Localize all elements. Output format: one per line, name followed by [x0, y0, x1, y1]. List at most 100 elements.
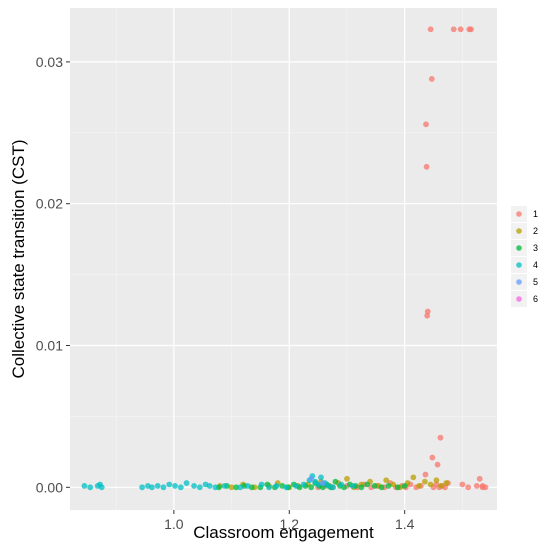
data-point-series-4 — [81, 482, 88, 489]
data-point-series-1 — [450, 26, 457, 33]
data-point-series-1 — [424, 312, 431, 319]
legend-key-1 — [516, 211, 522, 217]
data-point-series-3 — [378, 484, 385, 491]
data-point-series-3 — [358, 484, 365, 491]
y-tick-label: 0.00 — [36, 479, 63, 495]
data-point-series-4 — [237, 484, 244, 491]
data-point-series-1 — [437, 434, 444, 441]
legend-label-1: 1 — [533, 209, 538, 219]
data-point-series-4 — [300, 481, 307, 488]
data-point-series-3 — [401, 482, 408, 489]
x-tick-label: 1.4 — [395, 516, 415, 532]
data-point-series-4 — [221, 482, 228, 489]
data-point-series-1 — [428, 76, 435, 82]
data-point-series-4 — [338, 481, 345, 488]
data-point-series-4 — [283, 484, 290, 491]
y-axis: 0.00 0.01 0.02 0.03 — [36, 54, 70, 495]
data-point-series-1 — [482, 484, 489, 491]
data-point-series-2 — [383, 477, 390, 484]
legend-label-6: 6 — [533, 294, 538, 304]
data-point-series-4 — [149, 484, 155, 491]
legend-key-3 — [516, 245, 522, 251]
data-point-series-1 — [424, 308, 431, 315]
x-axis: 1.0 1.2 1.4 — [164, 510, 415, 532]
data-point-series-1 — [427, 26, 434, 33]
data-point-series-1 — [476, 475, 483, 482]
data-point-series-1 — [423, 163, 430, 170]
data-point-series-4 — [139, 484, 146, 491]
legend-label-5: 5 — [533, 277, 538, 287]
data-point-series-4 — [315, 481, 322, 488]
legend-label-4: 4 — [533, 260, 538, 270]
data-point-series-4 — [177, 484, 184, 491]
data-point-series-4 — [196, 484, 203, 491]
data-point-series-1 — [429, 454, 436, 461]
data-point-series-2 — [344, 475, 350, 482]
x-tick-label: 1.0 — [164, 516, 184, 532]
data-point-series-2 — [443, 480, 450, 486]
y-tick-label: 0.01 — [36, 338, 63, 354]
data-point-series-1 — [473, 482, 480, 489]
data-point-series-3 — [233, 484, 240, 491]
plot-panel — [70, 8, 497, 510]
data-point-series-3 — [319, 484, 326, 491]
data-point-series-5 — [308, 475, 315, 482]
data-point-series-3 — [332, 478, 339, 485]
data-point-series-4 — [183, 480, 190, 486]
data-point-series-3 — [364, 481, 371, 488]
legend-key-2 — [516, 228, 522, 234]
minor-gridlines — [70, 8, 497, 510]
y-tick-label: 0.02 — [36, 196, 63, 212]
data-point-series-4 — [172, 482, 178, 489]
legend-label-2: 2 — [533, 226, 538, 236]
y-axis-title: Collective state transition (CST) — [9, 139, 28, 378]
data-point-series-4 — [244, 482, 251, 489]
x-axis-title: Classroom engagement — [193, 523, 374, 542]
data-point-series-4 — [206, 482, 213, 489]
data-point-series-4 — [273, 482, 280, 489]
y-tick-label: 0.03 — [36, 54, 63, 70]
data-point-series-3 — [371, 482, 378, 489]
data-point-series-4 — [325, 482, 332, 489]
data-point-series-3 — [394, 484, 401, 491]
legend: 1 2 3 4 5 6 — [509, 203, 545, 311]
data-point-series-2 — [228, 484, 235, 491]
data-point-series-4 — [191, 482, 197, 489]
data-point-series-4 — [98, 484, 105, 491]
legend-key-5 — [516, 279, 522, 285]
data-point-series-4 — [154, 482, 161, 489]
data-point-series-2 — [421, 478, 428, 485]
legend-key-6 — [516, 296, 522, 302]
data-point-series-1 — [459, 481, 466, 488]
data-point-series-1 — [422, 471, 429, 478]
data-point-series-4 — [212, 484, 219, 491]
data-point-series-3 — [308, 484, 315, 491]
data-point-series-4 — [266, 484, 272, 491]
data-point-series-5 — [319, 480, 326, 486]
data-point-series-4 — [87, 484, 94, 491]
legend-label-3: 3 — [533, 243, 538, 253]
data-point-series-2 — [438, 482, 444, 489]
data-point-series-4 — [330, 484, 337, 491]
legend-key-4 — [516, 262, 522, 268]
data-points — [81, 26, 489, 491]
data-point-series-3 — [385, 482, 392, 489]
data-point-series-2 — [416, 482, 423, 489]
data-point-series-4 — [166, 481, 173, 488]
data-point-series-1 — [457, 26, 464, 33]
data-point-series-1 — [423, 121, 429, 128]
data-point-series-1 — [468, 26, 474, 33]
data-point-series-2 — [427, 481, 434, 488]
data-point-series-4 — [293, 482, 300, 489]
data-point-series-2 — [410, 474, 417, 481]
data-point-series-2 — [433, 477, 440, 484]
data-point-series-4 — [160, 484, 167, 491]
data-point-series-4 — [349, 482, 356, 489]
data-point-series-1 — [434, 461, 441, 468]
x-tick-label: 1.2 — [280, 516, 300, 532]
data-point-series-2 — [390, 481, 397, 488]
data-point-series-4 — [318, 474, 324, 481]
data-point-series-4 — [258, 481, 265, 488]
data-point-series-1 — [465, 484, 472, 491]
